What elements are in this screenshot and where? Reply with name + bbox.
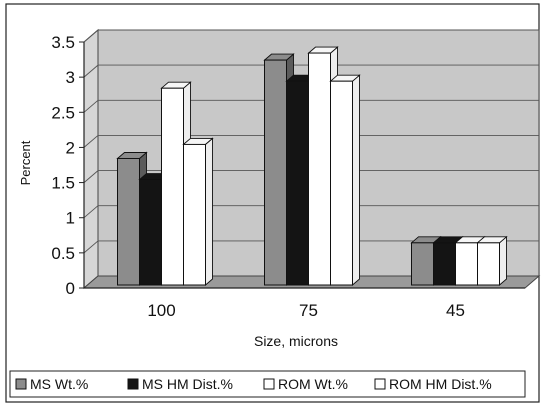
bar-side bbox=[499, 235, 507, 286]
legend-label: ROM HM Dist.% bbox=[389, 376, 492, 392]
gridline bbox=[83, 64, 539, 78]
y-tick-labels: 0 0.5 1 1.5 2 2.5 3 3.5 bbox=[51, 33, 75, 298]
y-axis-label: Percent bbox=[18, 140, 33, 185]
bar bbox=[476, 235, 508, 286]
x-axis-label: Size, microns bbox=[254, 333, 338, 349]
gridline bbox=[83, 205, 539, 219]
bar-side bbox=[352, 74, 360, 286]
axes bbox=[79, 41, 525, 289]
bar-front bbox=[411, 242, 434, 286]
legend-item: MS Wt.% bbox=[15, 376, 88, 392]
bar bbox=[182, 137, 214, 286]
y-tick-label: 0.5 bbox=[51, 244, 75, 263]
y-tick-label: 2 bbox=[66, 138, 75, 157]
bar-front bbox=[308, 52, 331, 286]
x-tick-label: 100 bbox=[147, 301, 175, 320]
bar-front bbox=[477, 242, 500, 286]
bar-front bbox=[286, 80, 309, 286]
x-tick-label: 75 bbox=[299, 301, 318, 320]
legend-swatch bbox=[127, 378, 139, 390]
bar bbox=[329, 74, 361, 286]
y-tick-label: 1 bbox=[66, 209, 75, 228]
legend-swatch bbox=[15, 378, 27, 390]
y-tick-label: 3 bbox=[66, 68, 75, 87]
bar-front bbox=[264, 59, 287, 286]
x-tick-label: 45 bbox=[446, 301, 465, 320]
gridline bbox=[83, 134, 539, 148]
gridline bbox=[83, 29, 539, 43]
legend-item: MS HM Dist.% bbox=[127, 376, 233, 392]
y-tick-label: 0 bbox=[66, 279, 75, 298]
bar-front bbox=[161, 87, 184, 286]
legend-label: ROM Wt.% bbox=[278, 376, 348, 392]
bar-front bbox=[117, 157, 140, 286]
legend-label: MS Wt.% bbox=[30, 376, 88, 392]
y-tick-label: 2.5 bbox=[51, 103, 75, 122]
bar-front bbox=[330, 80, 353, 286]
legend-item: ROM HM Dist.% bbox=[374, 376, 492, 392]
x-tick-labels: 100 75 45 bbox=[147, 301, 465, 320]
bar-front bbox=[433, 242, 456, 286]
gridlines bbox=[83, 29, 539, 254]
legend: MS Wt.% MS HM Dist.% ROM Wt.% ROM HM Dist.% bbox=[15, 376, 492, 392]
bar-front bbox=[455, 242, 478, 286]
gridline bbox=[83, 170, 539, 183]
bars bbox=[116, 46, 508, 286]
gridline bbox=[83, 240, 539, 254]
gridline bbox=[83, 99, 539, 113]
bar-front bbox=[139, 179, 162, 286]
legend-item: ROM Wt.% bbox=[263, 376, 348, 392]
bar-front bbox=[183, 143, 206, 286]
y-tick-label: 1.5 bbox=[51, 174, 75, 193]
side-wall bbox=[83, 28, 99, 290]
legend-swatch bbox=[374, 378, 386, 390]
bar-side bbox=[205, 137, 213, 286]
y-tick-label: 3.5 bbox=[51, 33, 75, 52]
legend-swatch bbox=[263, 378, 275, 390]
legend-label: MS HM Dist.% bbox=[142, 376, 233, 392]
